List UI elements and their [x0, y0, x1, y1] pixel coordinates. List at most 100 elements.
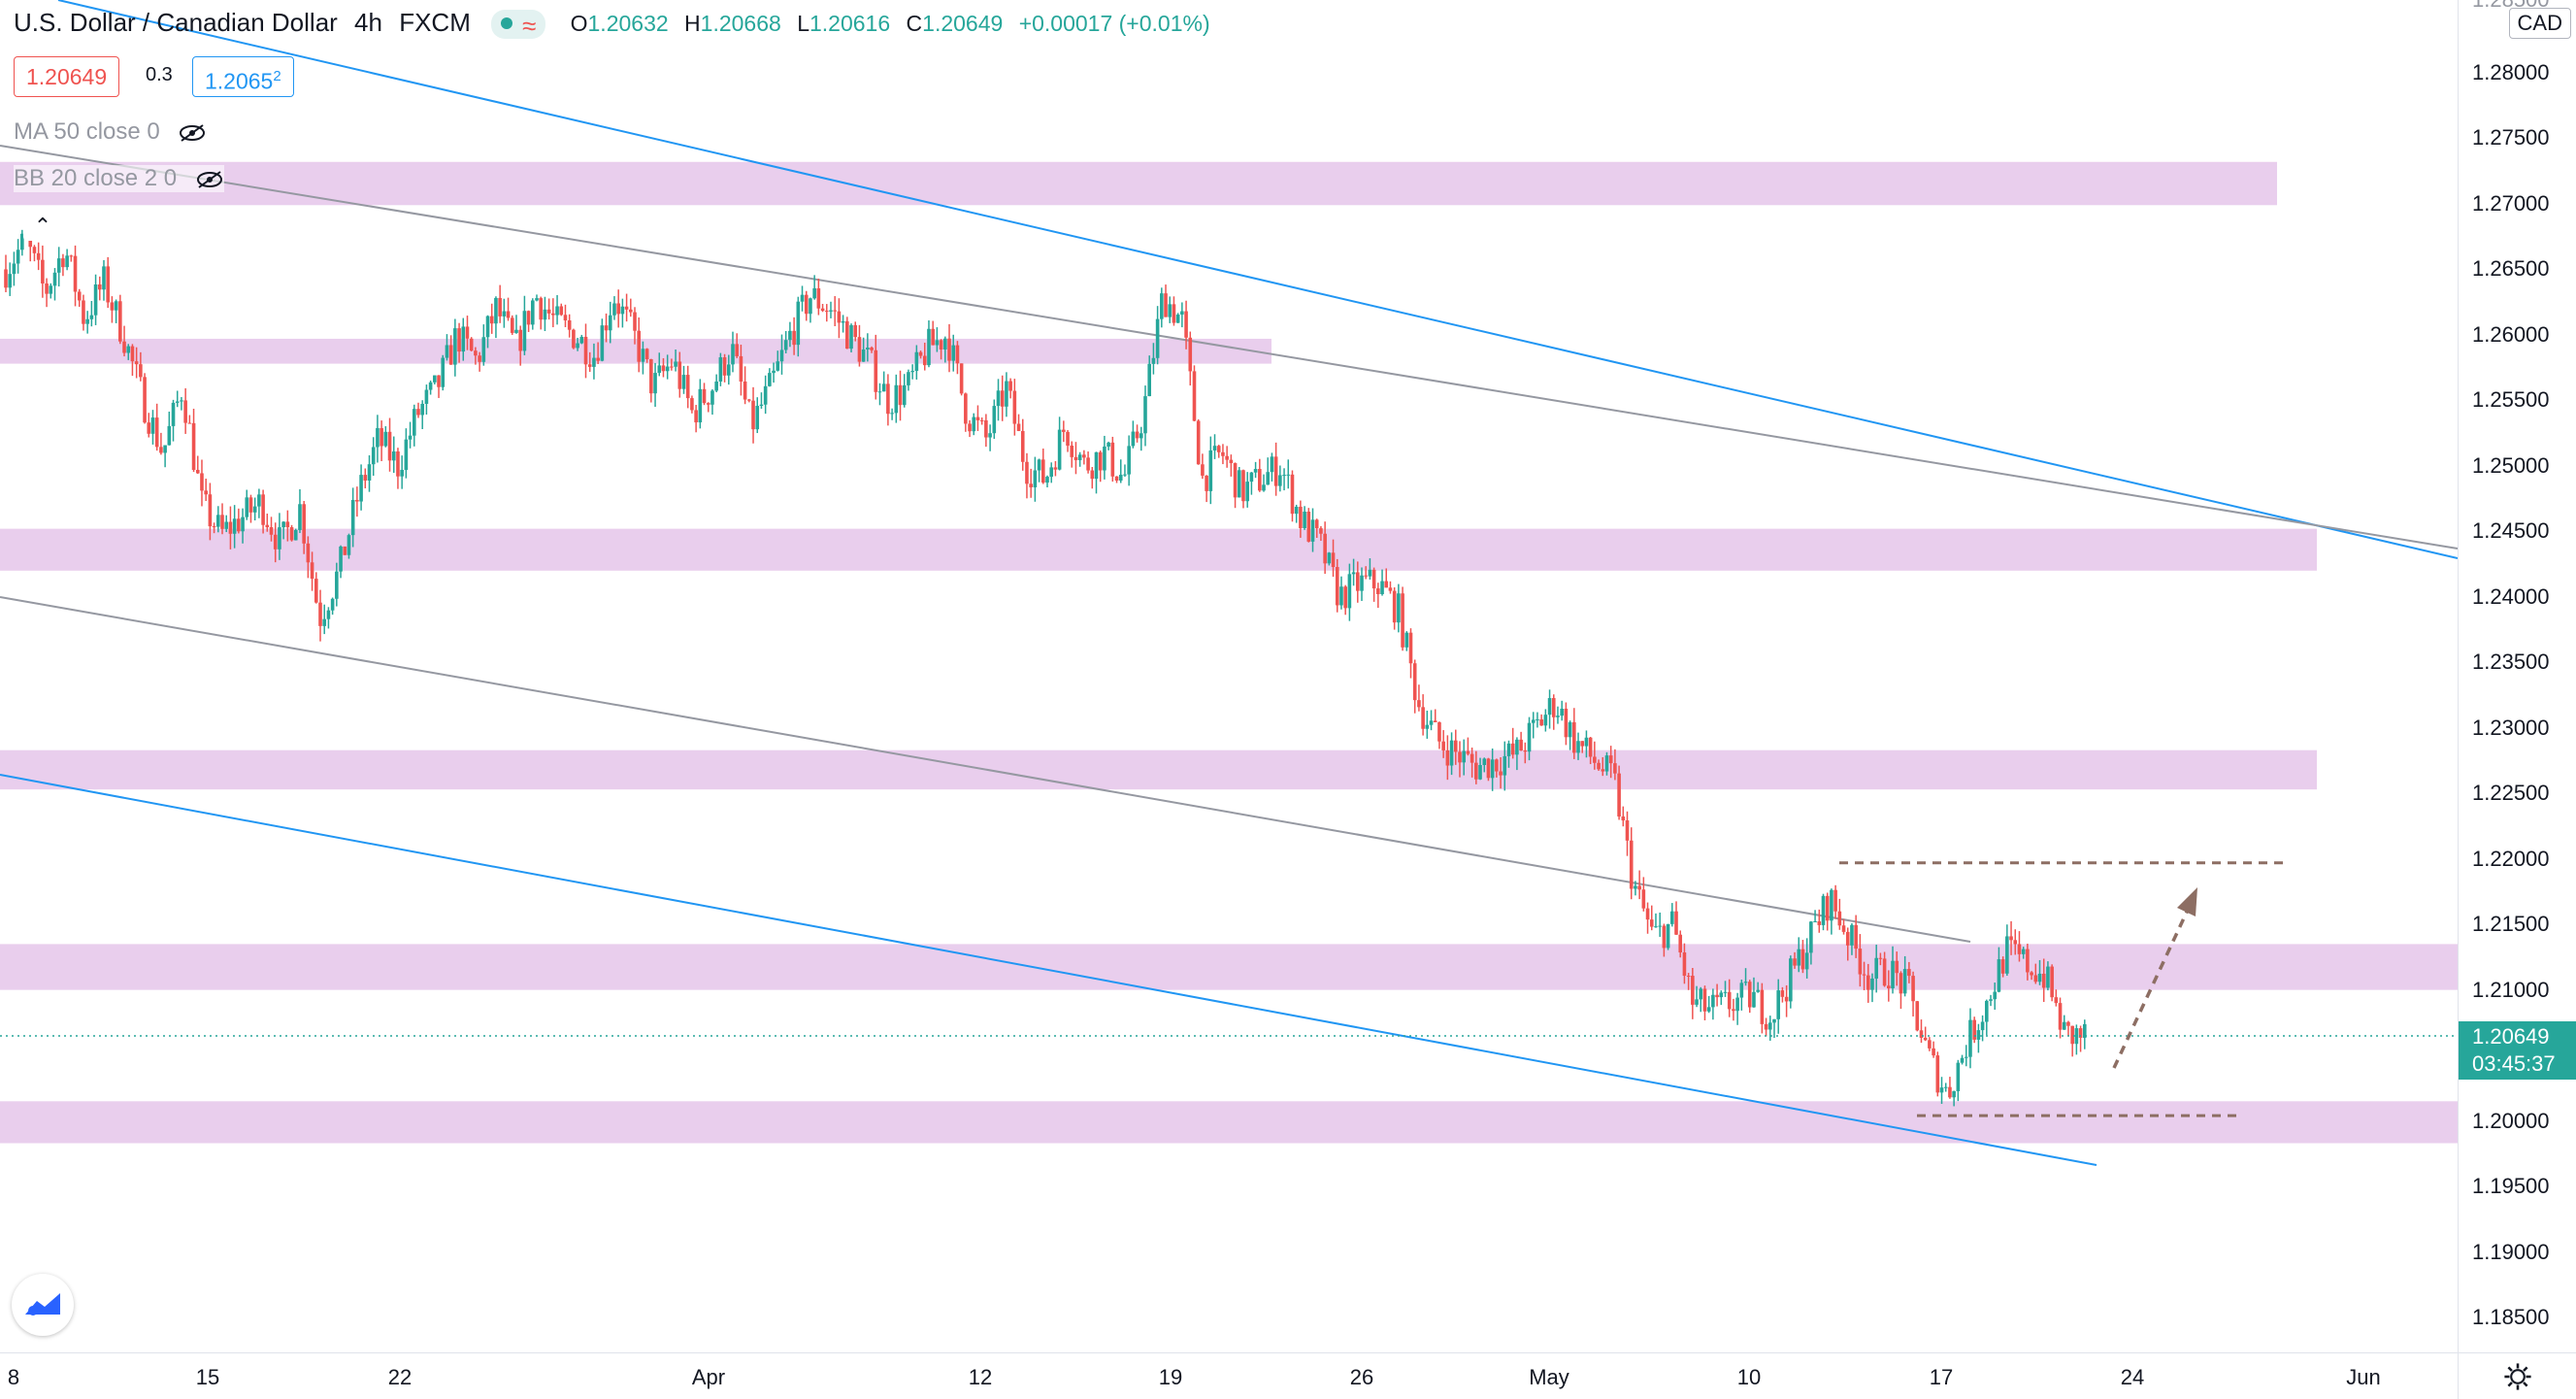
candle — [1699, 986, 1703, 1013]
candle-body — [1221, 451, 1225, 456]
candle — [1441, 730, 1445, 758]
candle — [943, 336, 947, 363]
candle — [1380, 569, 1384, 596]
candle-body — [1519, 739, 1523, 750]
candle — [1327, 551, 1332, 566]
candle-body — [1094, 451, 1099, 480]
price-tick: 1.26000 — [2472, 321, 2550, 347]
candle — [1057, 416, 1062, 471]
candle-body — [1747, 982, 1752, 1008]
candle — [1245, 472, 1249, 508]
tradingview-logo-button[interactable] — [12, 1274, 74, 1336]
candle-body — [1172, 304, 1176, 323]
candle — [1597, 759, 1601, 771]
candle — [543, 296, 547, 331]
candle — [322, 604, 327, 635]
support-resistance-zone — [0, 338, 1271, 364]
candle-body — [489, 316, 494, 324]
candle — [2066, 1020, 2070, 1036]
candle — [1098, 450, 1103, 483]
candle-body — [670, 366, 674, 368]
sell-price-button[interactable]: 1.20649 — [14, 56, 120, 97]
candle-body — [4, 269, 8, 288]
support-resistance-zone — [0, 1101, 2458, 1144]
candle-body — [1531, 719, 1536, 723]
interval-label[interactable]: 4h — [354, 8, 382, 37]
candle-body — [1560, 708, 1564, 716]
candle — [1175, 313, 1180, 323]
candle — [265, 514, 270, 532]
currency-button[interactable]: CAD — [2508, 8, 2571, 39]
hidden-eye-icon[interactable] — [195, 170, 224, 189]
candle — [1155, 306, 1160, 365]
candle — [935, 327, 940, 352]
price-tick: 1.28000 — [2472, 60, 2550, 84]
candle-body — [1830, 889, 1833, 921]
buy-price-button[interactable]: 1.20652 — [192, 56, 294, 97]
hidden-eye-icon[interactable] — [178, 123, 207, 143]
candle-body — [208, 494, 213, 527]
candle — [1082, 450, 1086, 465]
price-axis[interactable]: 1.28500 CAD 1.280001.275001.270001.26500… — [2458, 0, 2576, 1352]
gear-icon[interactable] — [2501, 1360, 2534, 1393]
candle — [902, 374, 907, 408]
candle — [191, 408, 196, 473]
candle-body — [433, 375, 437, 383]
support-resistance-zone — [0, 528, 2317, 571]
candle — [1711, 988, 1715, 1020]
symbol-title[interactable]: U.S. Dollar / Canadian Dollar — [14, 8, 338, 37]
candle — [526, 310, 531, 332]
chart-settings-corner[interactable] — [2458, 1352, 2576, 1399]
candle — [1392, 586, 1397, 630]
candle-body — [674, 361, 677, 367]
candle-body — [1604, 755, 1609, 772]
candle — [1547, 689, 1552, 729]
candle — [269, 516, 274, 542]
candle-body — [494, 297, 498, 324]
candle — [1417, 684, 1421, 712]
candle — [343, 546, 347, 555]
candle-body — [833, 310, 837, 312]
candle-body — [1290, 474, 1295, 515]
candle-body — [134, 361, 139, 365]
candle — [951, 334, 956, 372]
candle — [1702, 985, 1707, 1020]
candle-body — [1408, 632, 1413, 664]
candle — [1772, 1018, 1776, 1038]
support-resistance-zone — [0, 944, 2458, 990]
candle — [755, 397, 760, 434]
candle — [1662, 923, 1667, 957]
time-axis[interactable]: 8 15 22 Apr 12 19 26 May 10 17 24 Jun — [0, 1352, 2458, 1399]
candle-body — [257, 494, 261, 507]
indicator-bb[interactable]: BB 20 close 2 0 — [14, 165, 224, 192]
candle — [837, 298, 842, 339]
price-chart[interactable] — [0, 0, 2458, 1352]
candle — [1172, 296, 1176, 326]
candle — [829, 301, 833, 318]
candle-body — [298, 504, 302, 530]
candle — [1470, 747, 1474, 778]
indicator-ma[interactable]: MA 50 close 0 — [14, 118, 207, 146]
market-status[interactable]: ≈ — [491, 10, 546, 41]
candle — [69, 254, 74, 262]
candle-body — [1972, 1019, 1976, 1040]
candle — [1645, 902, 1650, 934]
candle-body — [535, 298, 539, 301]
collapse-legend-button[interactable]: ⌃ — [23, 212, 62, 241]
candle — [881, 371, 886, 392]
candle — [1433, 709, 1437, 722]
candle-body — [1380, 581, 1384, 594]
candle-body — [914, 351, 919, 372]
candle-body — [1670, 911, 1674, 924]
candle — [228, 506, 233, 550]
candle — [1077, 451, 1082, 467]
candle-body — [559, 306, 564, 316]
candle-body — [809, 298, 812, 315]
candle — [1314, 518, 1319, 539]
candle-body — [1208, 450, 1213, 491]
candle-body — [2005, 936, 2009, 974]
candle — [1462, 739, 1466, 776]
candle-body — [2062, 1021, 2066, 1030]
candle-body — [649, 359, 653, 394]
candle — [420, 400, 424, 430]
